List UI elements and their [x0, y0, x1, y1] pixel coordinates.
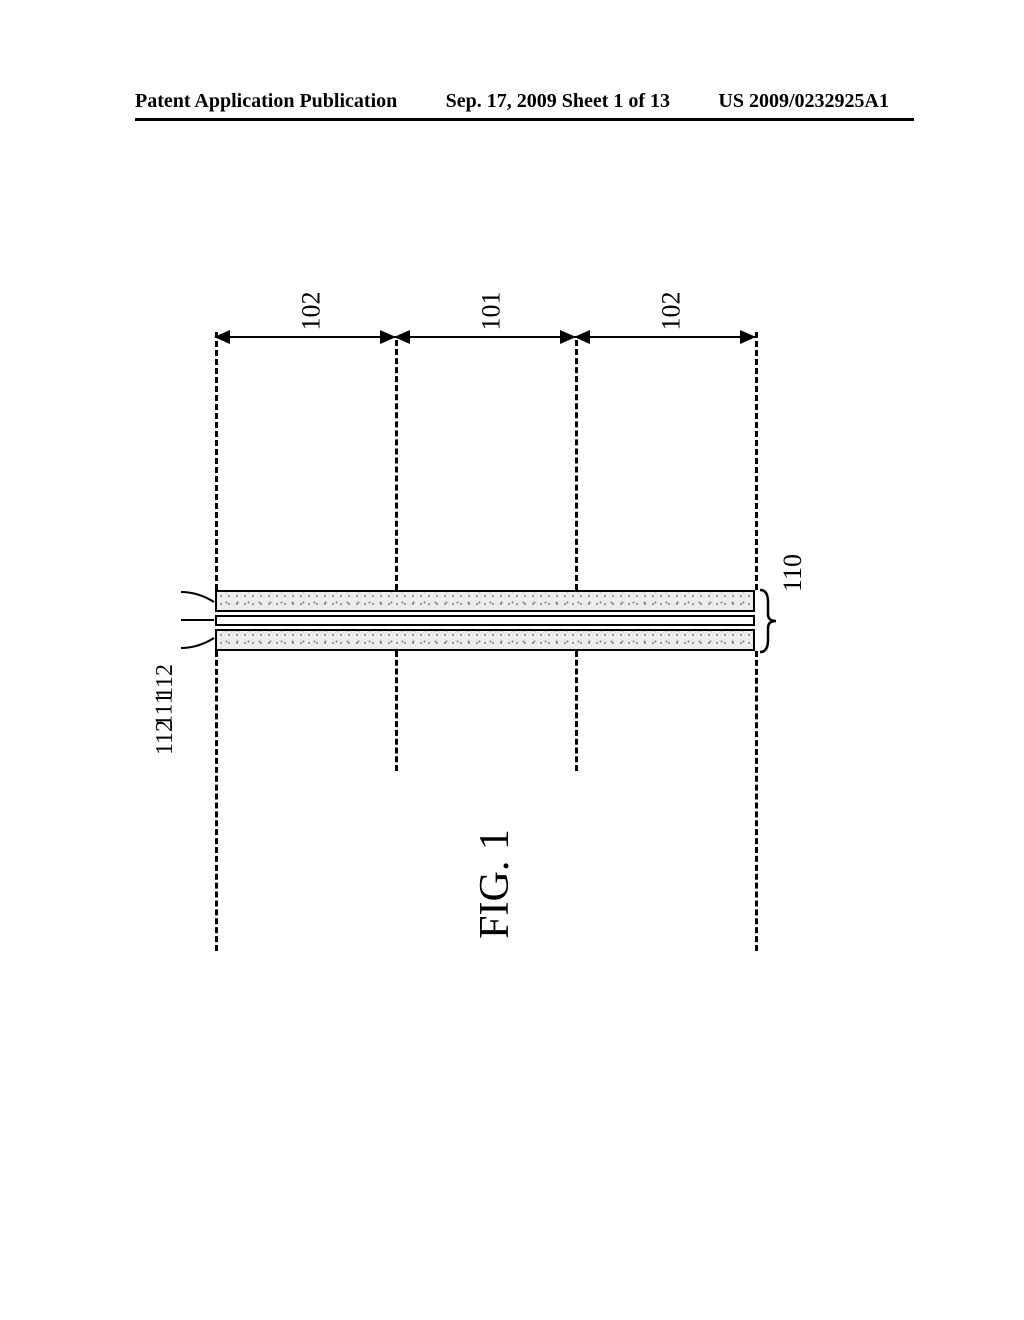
dash-line-3-lower	[575, 651, 578, 771]
layer-leaders	[178, 586, 218, 658]
header-right: US 2009/0232925A1	[718, 90, 889, 113]
layer-111	[215, 615, 755, 626]
figure-caption: FIG. 1	[471, 829, 519, 939]
dash-line-2-upper	[395, 340, 398, 590]
header-center: Sep. 17, 2009 Sheet 1 of 13	[446, 90, 670, 113]
brace-label-110: 110	[778, 554, 808, 592]
dash-line-1-lower	[215, 651, 218, 951]
header-left: Patent Application Publication	[135, 90, 397, 113]
layer-112-bottom	[215, 629, 755, 651]
dimension-label-102-right: 102	[657, 292, 687, 331]
layer-112-top	[215, 590, 755, 612]
layer-label-112-bottom: 112	[152, 720, 179, 755]
dash-line-4-upper	[755, 332, 758, 590]
page-header: Patent Application Publication Sep. 17, …	[0, 90, 1024, 113]
dimension-label-101: 101	[477, 292, 507, 331]
dash-line-1-upper	[215, 332, 218, 590]
brace-110	[758, 588, 778, 654]
dash-line-4-lower	[755, 651, 758, 951]
dimension-label-102-left: 102	[297, 292, 327, 331]
figure-1: 102 101 102 112 111 112 110 FIG. 1	[130, 290, 790, 1010]
dash-line-2-lower	[395, 651, 398, 771]
dash-line-3-upper	[575, 340, 578, 590]
header-rule	[135, 118, 914, 121]
